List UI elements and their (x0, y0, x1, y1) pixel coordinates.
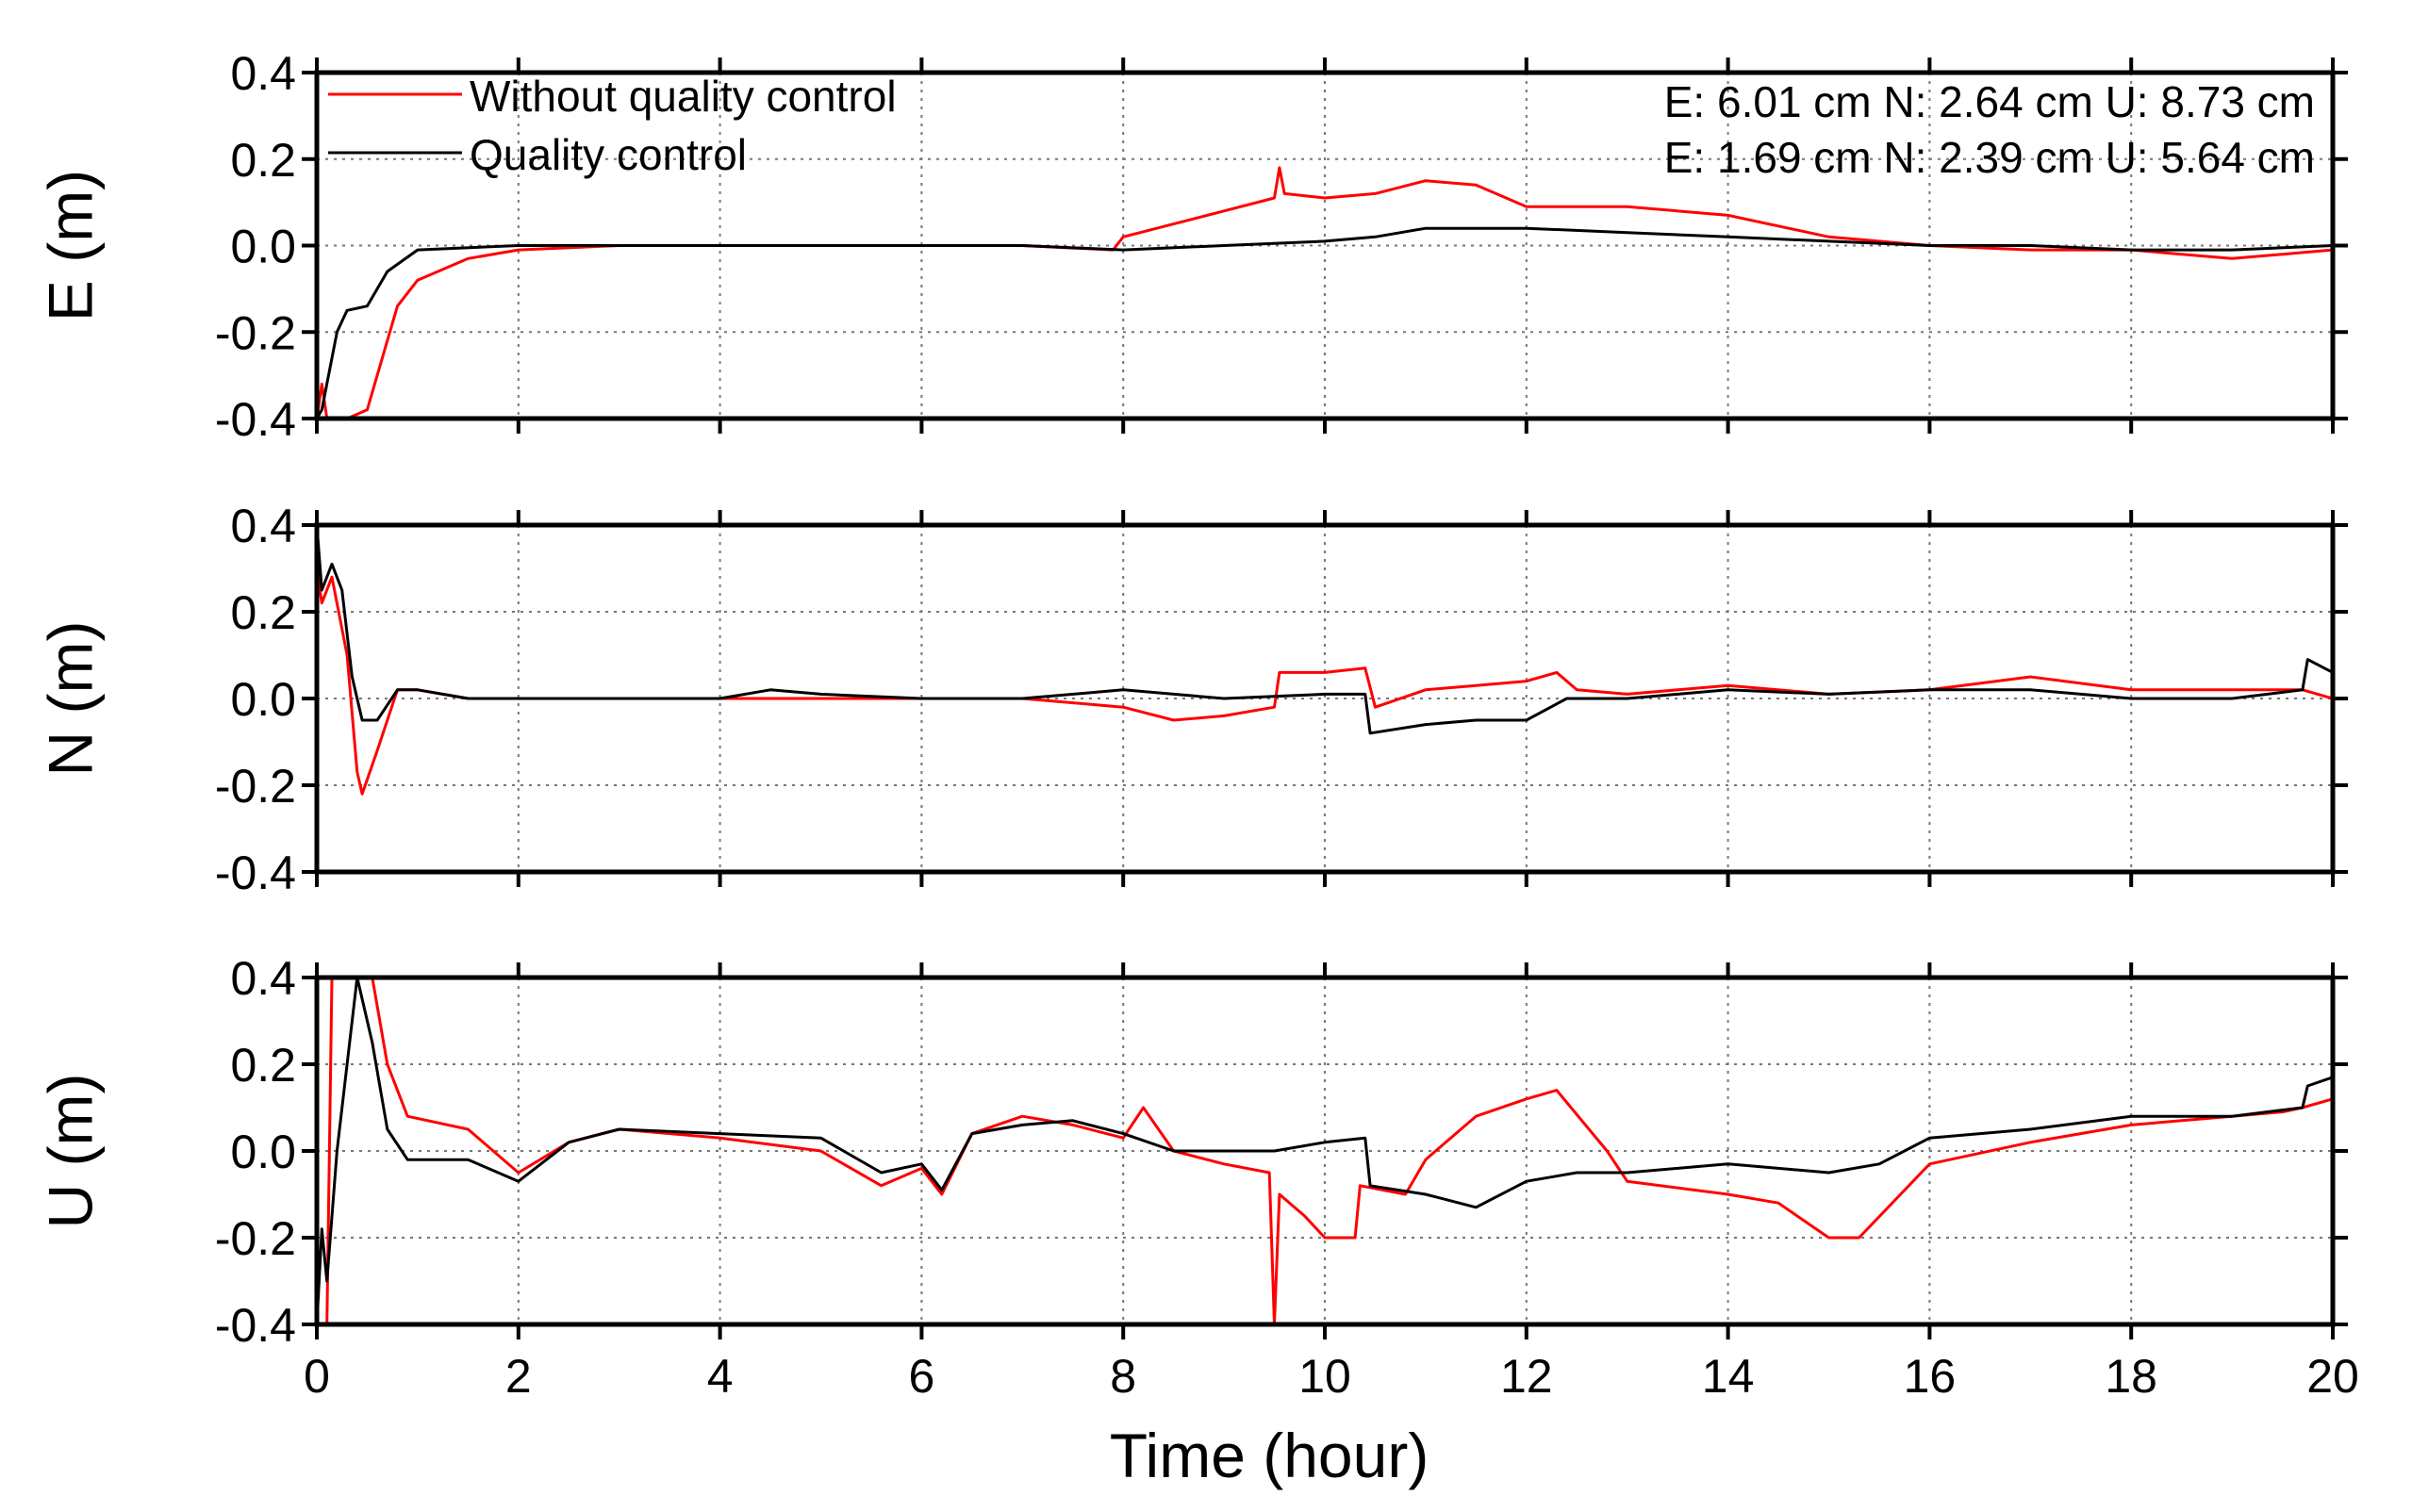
y-tick-label-u-1: 0.2 (230, 1039, 296, 1092)
rms-stats: E: 6.01 cm N: 2.64 cm U: 8.73 cm E: 1.69… (1664, 77, 2315, 182)
x-tick-label-9: 18 (2105, 1350, 2157, 1403)
x-tick-label-8: 16 (1904, 1350, 1957, 1403)
y-tick-label-n-3: -0.2 (215, 760, 296, 813)
y-tick-label-n-4: -0.4 (215, 846, 296, 899)
y-tick-label-e-4: -0.4 (215, 393, 296, 446)
grid-layer (317, 73, 2333, 1324)
y-tick-label-n-1: 0.2 (230, 586, 296, 639)
x-axis-title: Time (hour) (1110, 1421, 1429, 1490)
y-tick-label-e-1: 0.2 (230, 134, 296, 187)
labels-layer: 0.4 0.2 0.0 -0.2 -0.4 E (m) 0.4 0.2 0.0 -0.2 -0.4 N… (35, 47, 2358, 1403)
y-tick-label-e-2: 0.0 (230, 221, 296, 273)
series-line-e-without-qc (317, 166, 2333, 419)
y-axis-title-n: N (m) (35, 621, 105, 777)
x-tick-label-10: 20 (2306, 1350, 2359, 1403)
y-tick-label-e-3: -0.2 (215, 306, 296, 359)
x-tick-label-0: 0 (304, 1350, 330, 1403)
rms-stats-without-qc: E: 6.01 cm N: 2.64 cm U: 8.73 cm (1664, 77, 2315, 126)
y-axis-title-e: E (m) (35, 170, 105, 321)
legend-label-without-qc: Without quality control (470, 72, 897, 121)
x-tick-label-5: 10 (1298, 1350, 1351, 1403)
y-tick-label-n-0: 0.4 (230, 500, 296, 552)
x-tick-label-7: 14 (1702, 1350, 1755, 1403)
y-tick-label-u-2: 0.0 (230, 1126, 296, 1178)
y-tick-label-n-2: 0.0 (230, 673, 296, 726)
series-line-n-qc (317, 525, 2333, 735)
y-tick-label-u-0: 0.4 (230, 952, 296, 1005)
series-layer (317, 166, 2333, 1324)
x-tick-label-3: 6 (908, 1350, 934, 1403)
legend: Without quality control Quality control (328, 72, 897, 179)
x-tick-label-4: 8 (1110, 1350, 1136, 1403)
legend-label-qc: Quality control (470, 130, 747, 179)
y-tick-label-e-0: 0.4 (230, 47, 296, 100)
series-line-e-qc (317, 226, 2333, 419)
series-line-u-without-qc (317, 978, 2333, 1324)
x-tick-label-6: 12 (1500, 1350, 1553, 1403)
rms-stats-qc: E: 1.69 cm N: 2.39 cm U: 5.64 cm (1664, 133, 2315, 182)
x-tick-label-1: 2 (505, 1350, 532, 1403)
y-tick-label-u-4: -0.4 (215, 1299, 296, 1352)
series-line-u-qc (317, 978, 2333, 1324)
y-tick-label-u-3: -0.2 (215, 1212, 296, 1265)
y-axis-title-u: U (m) (35, 1074, 105, 1229)
frames-layer (302, 58, 2348, 1339)
x-tick-label-2: 4 (707, 1350, 734, 1403)
